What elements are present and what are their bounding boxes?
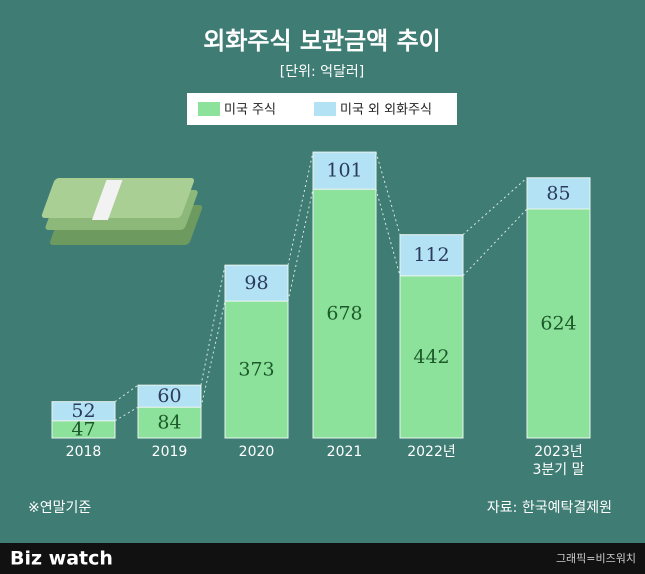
bar-segment [137,406,202,439]
footer-logo: Biz watch [10,548,113,570]
bar-segment [526,208,591,439]
value-label: 624 [540,312,576,334]
money-icon [41,178,203,245]
x-tick-label: 2020 [239,444,275,460]
value-label: 52 [71,400,95,422]
bar-segment [312,188,377,439]
bar-segment [312,151,377,190]
legend-label: 미국 외 외화주식 [340,103,432,118]
value-label: 678 [326,303,362,325]
connector [200,265,226,386]
bar-segment [51,401,116,422]
value-label: 47 [71,418,95,440]
bar-segment [224,264,289,302]
chart-title: 외화주식 보관금액 추이 [203,27,441,55]
bar-segment [399,234,464,277]
value-label: 85 [546,182,570,204]
x-tick-label: 2018 [66,444,102,460]
connector [375,151,401,235]
connector [462,177,528,236]
x-tick-label: 2021 [327,444,363,460]
legend-label: 미국 주식 [224,103,276,118]
connector [462,208,528,277]
bar-segment [137,384,202,408]
value-label: 98 [244,272,268,294]
bar-segment [526,177,591,210]
connector [200,300,226,408]
connector [287,151,314,266]
value-label: 373 [238,359,274,381]
source: 자료: 한국예탁결제원 [487,500,612,516]
footer-bar [0,543,645,574]
note: ※연말기준 [28,500,91,516]
value-label: 112 [413,244,449,266]
chart-subtitle: [단위: 억달러] [280,64,365,80]
value-label: 442 [413,346,449,368]
bar-segment [399,275,464,439]
footer-credit: 그래픽=비즈워치 [556,552,636,565]
value-label: 60 [157,385,181,407]
value-label: 84 [157,412,181,434]
bar-segment [224,300,289,439]
legend-swatch [198,102,220,116]
connector [287,189,314,302]
x-tick-label: 2019 [152,444,188,460]
x-tick-label: 2023년 3분기 말 [533,444,585,478]
legend-swatch [314,102,336,116]
x-tick-label: 2022년 [407,444,456,460]
value-label: 101 [326,160,362,182]
